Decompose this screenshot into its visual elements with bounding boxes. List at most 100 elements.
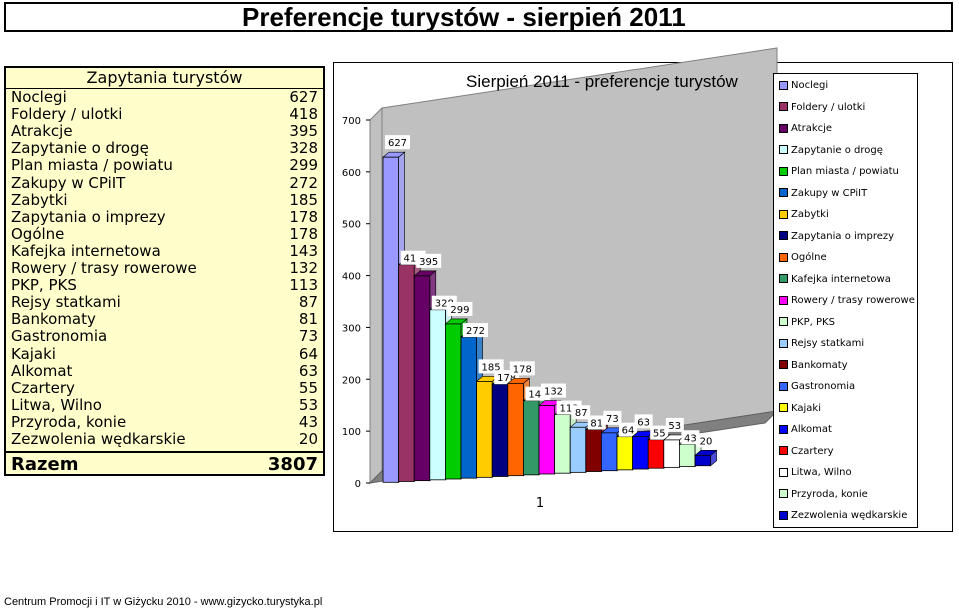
- bar: [476, 380, 493, 478]
- data-label-bg: [478, 359, 504, 374]
- data-label: 272: [466, 326, 485, 337]
- legend-swatch: [779, 360, 788, 369]
- legend-label: Przyroda, konie: [791, 488, 868, 500]
- legend-swatch: [779, 489, 788, 498]
- legend-swatch: [779, 403, 788, 412]
- legend-label: Plan miasta / powiatu: [791, 166, 899, 177]
- row-label: Kajaki: [11, 344, 56, 363]
- legend-label: Zapytanie o drogę: [791, 144, 883, 156]
- bar: [460, 336, 478, 479]
- table-row: Foldery / ulotki 418: [6, 106, 323, 123]
- data-label-bg: [509, 361, 535, 376]
- legend-item: Noclegi: [779, 80, 828, 92]
- legend-swatch: [779, 166, 788, 176]
- row-label: Gastronomia: [11, 327, 108, 346]
- bar: [647, 439, 665, 469]
- legend-label: Foldery / ulotki: [791, 101, 866, 113]
- row-value: 178: [289, 224, 318, 243]
- legend-item: Zabytki: [779, 209, 829, 221]
- legend-item: Atrakcje: [779, 123, 832, 135]
- legend-item: Zakupy w CPiIT: [779, 188, 867, 200]
- bar: [663, 439, 680, 468]
- bar: [491, 383, 509, 477]
- data-label-bg: [697, 433, 715, 448]
- legend-swatch: [779, 467, 788, 477]
- legend-label: Rejsy statkami: [791, 338, 865, 349]
- data-label-bg: [385, 135, 410, 150]
- row-label: Rejsy statkami: [11, 293, 121, 312]
- bar: [554, 414, 571, 474]
- legend-item: Rejsy statkami: [779, 338, 864, 350]
- footer-text: Centrum Promocji i IT w Giżycku 2010 - w…: [4, 596, 323, 608]
- row-value: 43: [298, 412, 318, 431]
- bar: [616, 436, 634, 471]
- row-label: Litwa, Wilno: [11, 395, 102, 414]
- legend-label: Zezwolenia wędkarskie: [791, 510, 908, 521]
- y-tick-label: 600: [342, 168, 361, 179]
- data-label-bg: [650, 425, 669, 440]
- table-row: Przyroda, konie 43: [6, 412, 323, 431]
- y-tick-label: 300: [342, 323, 361, 334]
- legend-label: Gastronomia: [791, 381, 856, 392]
- row-label: Foldery / ulotki: [11, 105, 123, 124]
- legend-swatch: [779, 510, 788, 520]
- legend-swatch: [779, 338, 788, 348]
- legend-label: Bankomaty: [791, 359, 848, 371]
- row-label: Zapytanie o drogę: [11, 139, 149, 158]
- data-label: 87: [575, 408, 588, 419]
- row-value: 418: [289, 105, 318, 124]
- data-label-bg: [447, 301, 473, 316]
- y-tick-label: 200: [342, 375, 361, 386]
- legend-item: Plan miasta / powiatu: [779, 166, 899, 178]
- legend-label: Alkomat: [791, 424, 832, 435]
- bar: [523, 400, 540, 476]
- row-label: Rowery / trasy rowerowe: [11, 259, 197, 277]
- row-value: 20: [298, 430, 318, 448]
- legend-label: Zakupy w CPiIT: [791, 187, 868, 199]
- table-row: Kajaki 64: [6, 344, 323, 363]
- bar: [444, 323, 462, 480]
- data-label: 20: [700, 436, 713, 447]
- page-title: Preferencje turystów - sierpień 2011: [242, 2, 686, 32]
- row-value: 113: [289, 276, 318, 295]
- legend-swatch: [779, 123, 788, 133]
- legend-swatch: [779, 381, 788, 391]
- row-value: 299: [289, 156, 318, 175]
- row-label: Zezwolenia wędkarskie: [11, 430, 186, 448]
- legend-item: Kajaki: [779, 403, 821, 415]
- table-row: Zapytanie o drogę 328: [6, 140, 323, 157]
- data-label-bg: [572, 405, 591, 420]
- bar: [694, 454, 712, 467]
- legend-swatch: [779, 80, 788, 90]
- bar: [538, 405, 556, 475]
- data-label: 113: [560, 404, 579, 415]
- row-label: Zapytania o imprezy: [11, 207, 166, 226]
- table-header: Zapytania turystów: [6, 68, 323, 89]
- legend-label: Litwa, Wilno: [791, 467, 852, 478]
- data-label: 53: [668, 421, 681, 432]
- bar: [413, 275, 431, 482]
- legend-swatch: [779, 188, 788, 197]
- x-tick-label: 1: [536, 496, 544, 511]
- legend-swatch: [779, 252, 788, 262]
- row-label: Kafejka internetowa: [11, 241, 161, 260]
- row-value: 53: [298, 395, 318, 414]
- row-value: 272: [289, 173, 318, 192]
- legend-swatch: [779, 424, 788, 434]
- data-label: 55: [653, 429, 666, 440]
- legend-label: Ogólne: [791, 252, 827, 263]
- table-row: Alkomat 63: [6, 362, 323, 380]
- data-label: 299: [450, 305, 469, 316]
- bar: [585, 429, 602, 472]
- table-row: Rejsy statkami 87: [6, 294, 323, 311]
- legend-item: Ogólne: [779, 252, 827, 264]
- data-label: 627: [388, 138, 407, 149]
- data-label: 143: [528, 390, 547, 401]
- table-row: Zezwolenia wędkarskie 20: [6, 431, 323, 448]
- data-label: 43: [684, 433, 697, 444]
- row-value: 395: [289, 122, 318, 141]
- row-value: 87: [298, 293, 318, 312]
- table-row: Atrakcje 395: [6, 123, 323, 140]
- legend-item: Czartery: [779, 446, 834, 458]
- row-value: 132: [289, 259, 318, 277]
